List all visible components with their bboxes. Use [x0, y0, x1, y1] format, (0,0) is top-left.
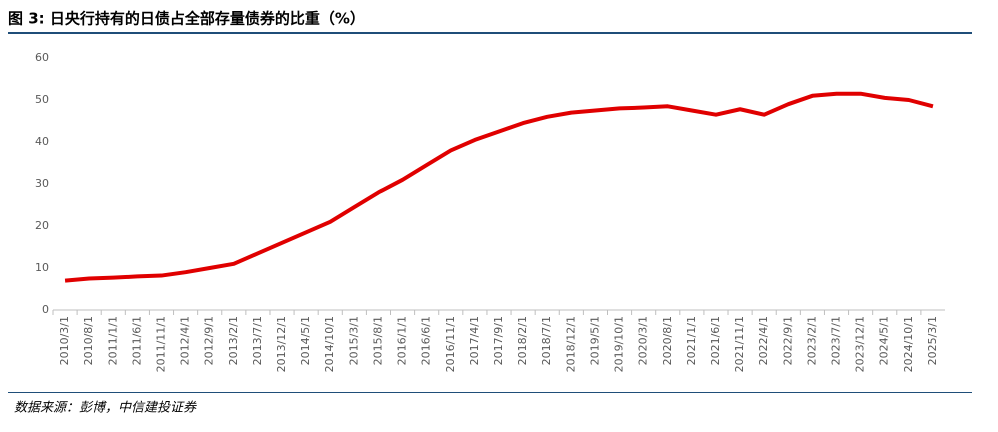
- source: 数据来源：彭博，中信建投证券: [14, 401, 197, 416]
- x-tick-label: 2019/5/1: [588, 316, 601, 365]
- x-tick-label: 2013/12/1: [275, 316, 288, 372]
- x-tick-label: 2023/12/1: [854, 316, 867, 372]
- x-tick-label: 2017/4/1: [468, 316, 481, 365]
- x-tick-label: 2023/2/1: [805, 316, 818, 365]
- x-tick-label: 2014/5/1: [299, 316, 312, 365]
- x-tick-label: 2022/9/1: [781, 316, 794, 365]
- y-tick-label: 50: [35, 93, 49, 106]
- x-tick-label: 2016/1/1: [396, 316, 409, 365]
- x-tick-label: 2017/9/1: [492, 316, 505, 365]
- x-tick-label: 2025/3/1: [926, 316, 939, 365]
- x-tick-label: 2012/9/1: [203, 316, 216, 365]
- y-tick-label: 40: [35, 135, 49, 148]
- x-tick-label: 2019/10/1: [613, 316, 626, 372]
- y-tick-label: 60: [35, 51, 49, 64]
- y-tick-label: 10: [35, 261, 49, 274]
- x-tick-label: 2016/6/1: [420, 316, 433, 365]
- x-tick-label: 2024/5/1: [878, 316, 891, 365]
- y-tick-label: 30: [35, 177, 49, 190]
- x-tick-label: 2011/6/1: [130, 316, 143, 365]
- x-tick-label: 2020/3/1: [637, 316, 650, 365]
- x-tick-label: 2020/8/1: [661, 316, 674, 365]
- x-tick-label: 2011/1/1: [106, 316, 119, 365]
- x-tick-label: 2012/4/1: [179, 316, 192, 365]
- x-tick-label: 2015/8/1: [371, 316, 384, 365]
- x-tick-label: 2018/7/1: [540, 316, 553, 365]
- x-tick-label: 2021/1/1: [685, 316, 698, 365]
- x-tick-label: 2018/12/1: [564, 316, 577, 372]
- x-tick-label: 2021/6/1: [709, 316, 722, 365]
- data-line: [64, 91, 934, 283]
- x-tick-label: 2018/2/1: [516, 316, 529, 365]
- x-tick-label: 2015/3/1: [347, 316, 360, 365]
- x-tick-label: 2022/4/1: [757, 316, 770, 365]
- footer-rule: [8, 392, 972, 393]
- x-tick-label: 2013/2/1: [227, 316, 240, 365]
- x-tick-label: 2010/3/1: [58, 316, 71, 365]
- x-tick-label: 2023/7/1: [830, 316, 843, 365]
- x-tick-label: 2016/11/1: [444, 316, 457, 372]
- x-tick-label: 2013/7/1: [251, 316, 264, 365]
- x-tick-label: 2021/11/1: [733, 316, 746, 372]
- x-tick-label: 2010/8/1: [82, 316, 95, 365]
- y-tick-label: 20: [35, 219, 49, 232]
- x-tick-label: 2014/10/1: [323, 316, 336, 372]
- y-tick-label: 0: [42, 303, 49, 316]
- title-rule: [8, 32, 972, 34]
- x-tick-label: 2011/11/1: [154, 316, 167, 372]
- chart-title: 图 3: 日央行持有的日债占全部存量债券的比重（%）: [8, 10, 365, 28]
- x-tick-label: 2024/10/1: [902, 316, 915, 372]
